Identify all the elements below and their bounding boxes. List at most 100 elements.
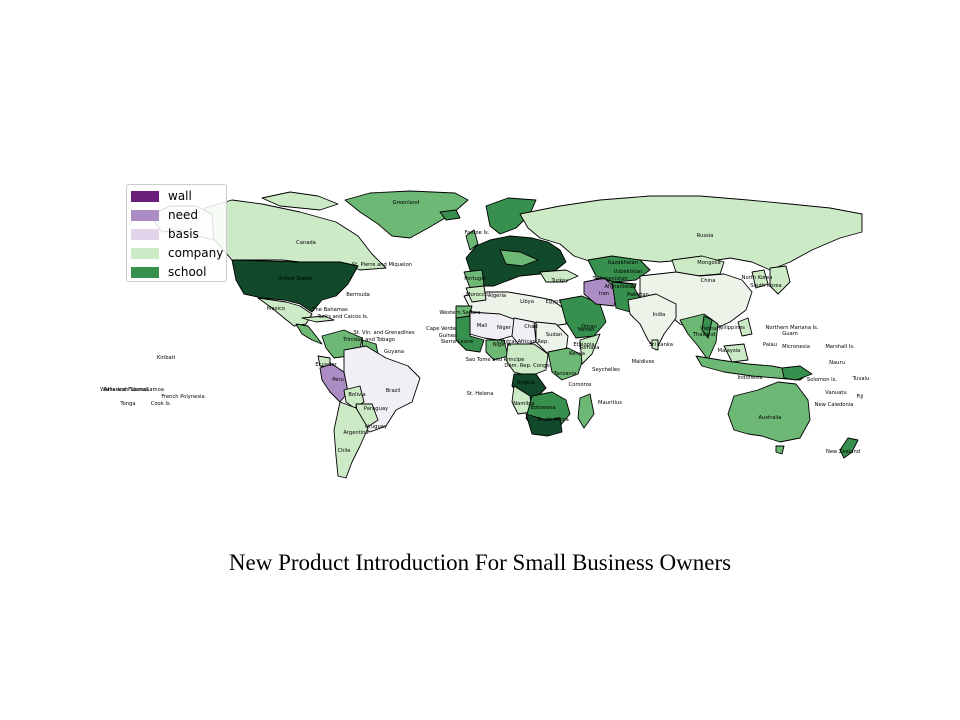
legend-swatch-wall [131, 190, 159, 202]
country-label: Sudan [546, 332, 562, 338]
country-label: Uzbekistan [614, 269, 643, 275]
country-morocco [465, 285, 487, 303]
country-label: The Bahamas [311, 307, 348, 313]
country-label: St. Helena [467, 391, 494, 397]
country-label: Seychelles [592, 367, 620, 373]
country-label: Sri Lanka [649, 342, 673, 348]
country-india [627, 293, 677, 351]
country-cuba [301, 315, 335, 323]
country-label: Canada [296, 240, 316, 246]
country-label: Portugal [464, 276, 485, 282]
country-label: French Polynesia [161, 394, 204, 400]
country-kazakhstan [587, 255, 651, 283]
legend-label-company: company [168, 246, 224, 260]
country-label: Guinea [439, 333, 457, 339]
country-greenland [344, 190, 469, 239]
country-uk-ireland [465, 229, 479, 251]
country-label: Greenland [393, 200, 420, 206]
country-label: Solomon Is. [807, 377, 837, 383]
country-label: Turks and Caicos Is. [316, 314, 368, 320]
country-label: Botswana [530, 405, 555, 411]
country-label: Russia [697, 233, 714, 239]
country-central-america [295, 323, 323, 345]
country-label: Mali [477, 323, 488, 329]
legend-label-need: need [168, 208, 198, 222]
country-label: Australia [759, 415, 782, 421]
country-label: Palau [763, 342, 777, 348]
country-label: Nauru [829, 360, 845, 366]
country-label: Samoa [146, 387, 164, 393]
country-label: Morocco [466, 292, 488, 298]
country-label: Trinidad and Tobago [342, 337, 395, 343]
country-label: Northern Mariana Is. [765, 325, 818, 331]
country-iran [583, 277, 619, 307]
country-label: Ethiopia [573, 342, 594, 348]
legend-swatch-need [131, 209, 159, 221]
country-label: Maldives [632, 359, 655, 365]
country-label: Comoros [569, 382, 592, 388]
country-new-zealand [839, 437, 859, 459]
country-label: St. Pierre and Miquelon [352, 262, 412, 268]
country-label: Bolivia [348, 392, 365, 398]
country-label: Argentina [343, 430, 368, 436]
country-arabia [559, 295, 607, 339]
country-labels: Greenland Faeroe Is. Russia Canada St. Pierr… [100, 200, 869, 455]
country-angola [511, 385, 533, 415]
legend-item-school: school [131, 264, 206, 280]
country-turkey [539, 269, 579, 283]
country-label: Nigeria [493, 342, 512, 348]
legend-label-school: school [168, 265, 207, 279]
country-east-africa [547, 347, 585, 381]
country-label: Kenya [569, 351, 585, 357]
country-peru [319, 363, 349, 403]
country-label: Angola [517, 380, 535, 386]
country-label: Kazakhstan [608, 260, 638, 266]
country-label: Kiribati [157, 355, 175, 361]
country-label: New Zealand [826, 449, 860, 455]
country-label: Tuvalu [852, 376, 870, 382]
country-mali-niger [469, 311, 517, 341]
country-tasmania [775, 445, 785, 455]
legend: wall need basis company school [126, 184, 227, 282]
country-label: Marshall Is. [825, 344, 855, 350]
country-label: Mongolia [697, 260, 720, 266]
country-label: Ecuador [315, 362, 337, 368]
country-label: Uruguay [365, 424, 387, 430]
country-label: Tanzania [553, 371, 577, 377]
country-label: Indonesia [737, 375, 762, 381]
country-label: Pakistan [627, 292, 649, 298]
country-usa [231, 259, 359, 313]
country-label: India [653, 312, 666, 318]
country-label: Western Sahara [439, 310, 480, 316]
country-label: Bermuda [346, 292, 370, 298]
country-label: Afghanistan [605, 284, 636, 290]
country-australia [727, 381, 811, 443]
map-title: New Product Introduction For Small Busin… [228, 550, 732, 575]
country-label: Mauritius [598, 400, 622, 406]
country-label: Yemen [576, 327, 594, 333]
country-label: Philippines [717, 325, 745, 331]
country-label: South Africa [537, 417, 569, 423]
country-label: St. Vin. and Grenadines [353, 330, 414, 336]
country-philippines [737, 317, 753, 337]
legend-swatch-company [131, 247, 159, 259]
country-europe-b [499, 249, 539, 267]
legend-item-basis: basis [131, 226, 199, 242]
legend-item-wall: wall [131, 188, 192, 204]
country-madagascar [577, 393, 595, 429]
country-label: Namibia [513, 401, 534, 407]
country-label: Fiji [857, 394, 864, 400]
country-central-africa [505, 343, 549, 377]
country-label: Libya [520, 299, 534, 305]
country-canada-islands [261, 191, 339, 211]
country-label: Malaysia [718, 348, 741, 354]
country-label: Vanuatu [825, 390, 846, 396]
country-argentina-chile [333, 401, 369, 479]
country-japan [769, 265, 791, 295]
country-label: New Caledonia [815, 402, 854, 408]
country-iceland [439, 209, 461, 221]
country-borneo [723, 343, 749, 363]
country-west-africa [455, 315, 485, 353]
country-vietnam [701, 315, 713, 339]
